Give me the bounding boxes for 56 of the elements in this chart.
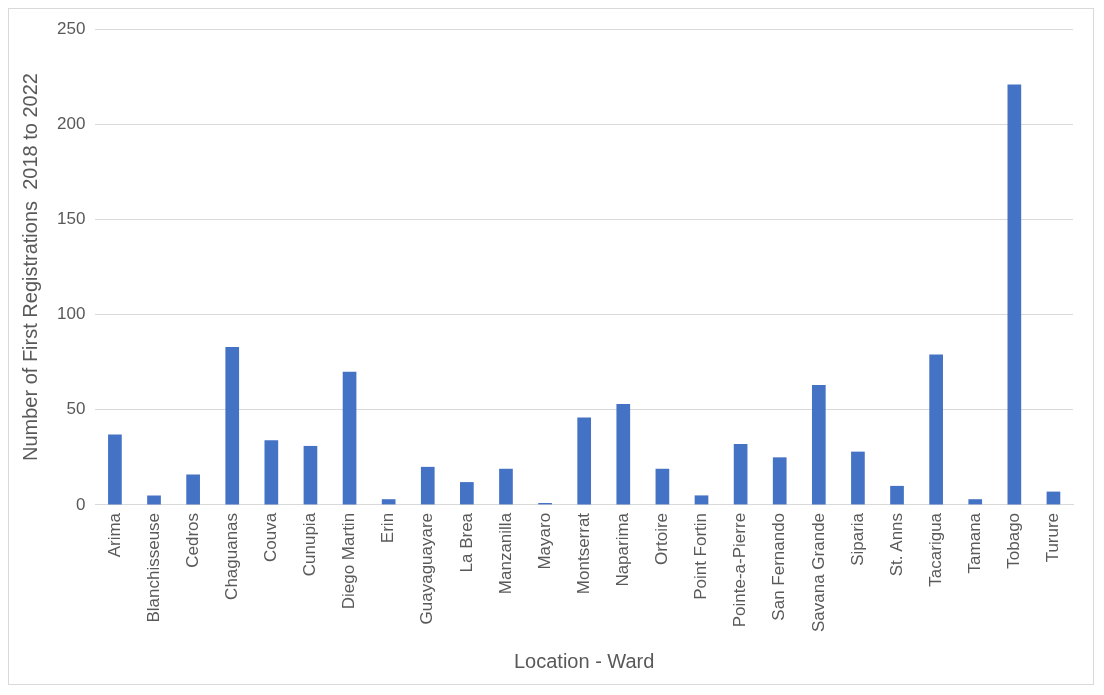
x-tick-label: Diego Martin (339, 512, 359, 610)
bar (616, 404, 631, 505)
x-tick-label: Cunupia (300, 512, 320, 577)
y-tick-label: 0 (75, 494, 86, 514)
x-tick-label: St. Anns (886, 512, 906, 577)
x-tick-label: Couva (261, 512, 281, 563)
y-axis-title: Number of First Registrations 2018 to 2022 (18, 73, 41, 462)
bar (303, 445, 318, 505)
bar (890, 485, 904, 505)
x-tick-label: Manzanilla (495, 512, 515, 595)
bar (811, 385, 826, 505)
x-axis-title: Location - Ward (513, 649, 655, 672)
bar (929, 354, 943, 505)
x-tick-label: Savana Grande (808, 512, 828, 633)
bar (147, 495, 161, 505)
bar (694, 495, 709, 505)
x-tick-label: Point Fortin (691, 512, 711, 600)
bar (1007, 84, 1022, 505)
x-tick-label: Blanchisseuse (143, 512, 163, 623)
bar (772, 457, 787, 505)
x-tick-label: Tacarigua (925, 512, 945, 587)
x-tick-label: Pointe-a-Pierre (730, 512, 750, 628)
bar (186, 474, 200, 505)
bar (733, 444, 748, 505)
bar (264, 440, 279, 505)
bar (342, 371, 357, 505)
bar (381, 499, 396, 505)
bar (655, 468, 670, 505)
x-tick-label: Tobago (1004, 512, 1024, 569)
x-tick-label: San Fernando (769, 512, 789, 621)
x-tick-label: Mayaro (534, 512, 554, 570)
y-tick-label: 200 (56, 114, 86, 134)
bar (108, 434, 122, 505)
x-tick-label: Montserrat (573, 512, 593, 595)
x-tick-label: Cedros (182, 512, 202, 568)
x-tick-label: La Brea (456, 512, 476, 573)
x-tick-label: Arima (104, 512, 124, 558)
y-tick-label: 150 (56, 209, 86, 229)
x-tick-label: Naparima (612, 512, 632, 587)
bar (460, 482, 474, 505)
y-tick-label: 50 (66, 399, 86, 419)
bar (499, 468, 513, 505)
bar (851, 451, 865, 505)
x-tick-label: Tamana (964, 512, 984, 574)
bar (225, 346, 240, 505)
bar (420, 466, 435, 505)
x-tick-label: Ortoire (652, 512, 672, 565)
x-tick-label: Chaguanas (221, 512, 241, 600)
y-tick-label: 250 (56, 18, 86, 38)
x-tick-label: Guayaguayare (417, 512, 437, 625)
y-tick-label: 100 (56, 304, 86, 324)
x-tick-label: Siparia (847, 512, 867, 566)
bar (968, 499, 983, 505)
x-tick-label: Turure (1043, 512, 1063, 563)
bar (577, 417, 592, 505)
x-tick-label: Erin (378, 512, 398, 544)
